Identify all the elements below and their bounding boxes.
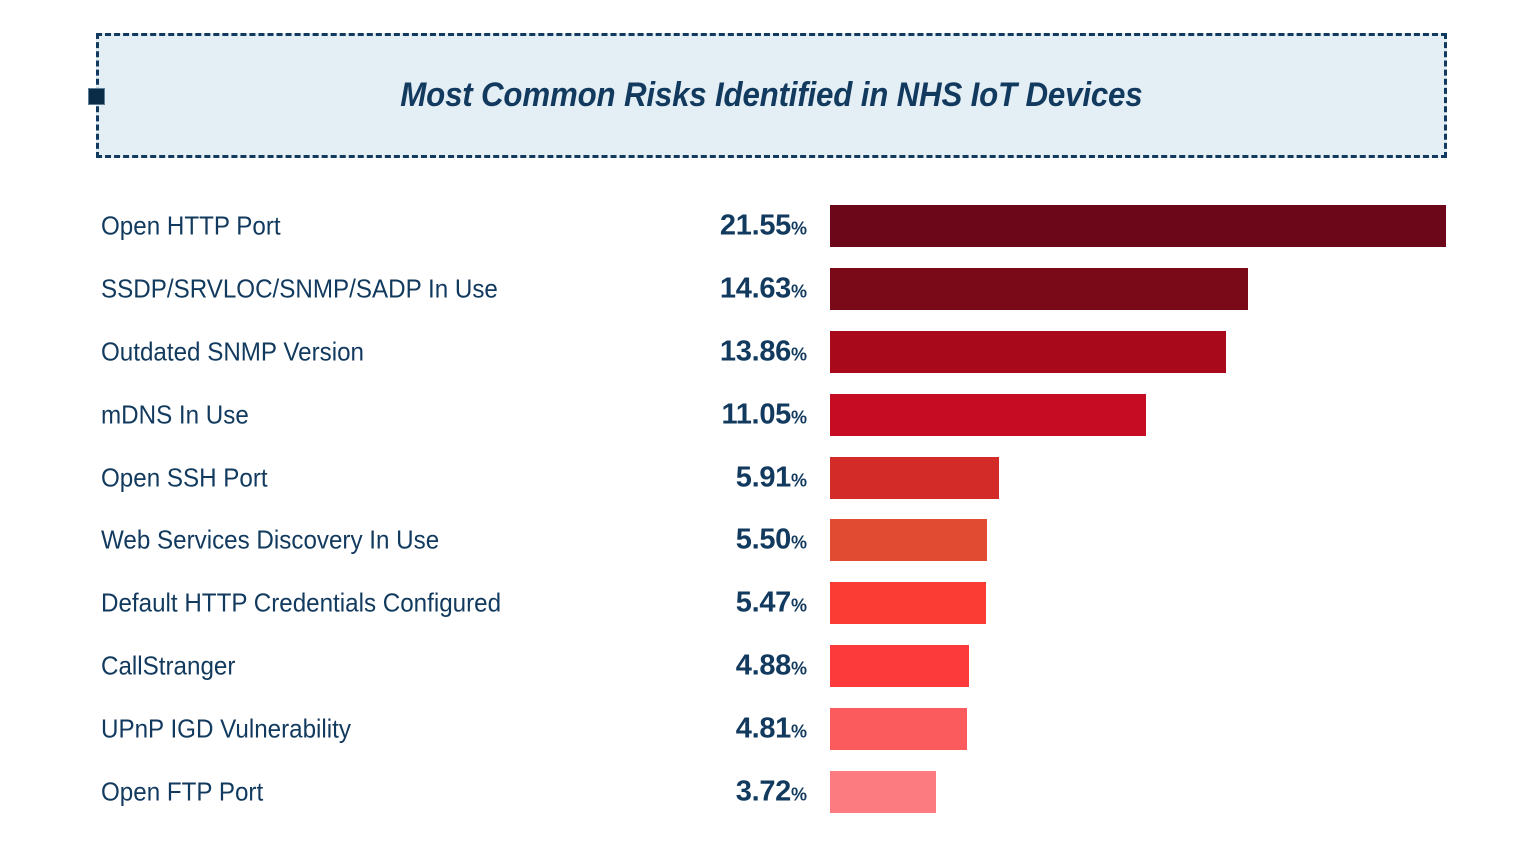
bar — [830, 393, 1146, 436]
chart-row: Default HTTP Credentials Configured 5.47% — [0, 572, 1536, 635]
chart-row: CallStranger 4.88% — [0, 635, 1536, 698]
chart-row: Web Services Discovery In Use 5.50% — [0, 509, 1536, 572]
bar-value-number: 3.72 — [735, 775, 792, 808]
bar-value-percent-sign: % — [790, 218, 807, 239]
bar-value-percent-sign: % — [790, 784, 807, 805]
bar — [830, 519, 988, 562]
bar-value-number: 11.05 — [721, 398, 792, 431]
bar-track — [830, 707, 1490, 750]
bar-category-label: Open SSH Port — [101, 462, 268, 493]
bar-value-number: 5.47 — [735, 586, 792, 619]
bar-value-label: 5.91% — [736, 461, 807, 494]
bar-value-label: 4.81% — [736, 712, 807, 745]
bar-track — [830, 330, 1490, 373]
bar-value-percent-sign: % — [790, 532, 807, 553]
bar — [830, 330, 1227, 373]
title-banner: Most Common Risks Identified in NHS IoT … — [96, 33, 1447, 158]
bar-track — [830, 393, 1490, 436]
bar-value-label: 21.55% — [720, 210, 807, 243]
bar-track — [830, 205, 1490, 248]
chart-row: UPnP IGD Vulnerability 4.81% — [0, 697, 1536, 760]
bar-track — [830, 456, 1490, 499]
bar-track — [830, 519, 1490, 562]
bar-value-percent-sign: % — [790, 595, 807, 616]
bar-value-number: 14.63 — [719, 272, 791, 305]
bar-value-label: 11.05% — [722, 398, 808, 431]
bar-category-label: Open FTP Port — [101, 776, 264, 807]
bar-value-percent-sign: % — [790, 344, 807, 365]
bar-value-percent-sign: % — [790, 721, 807, 742]
bar — [830, 268, 1249, 311]
chart-row: Open HTTP Port 21.55% — [0, 195, 1536, 258]
bar-category-label: SSDP/SRVLOC/SNMP/SADP In Use — [101, 273, 498, 304]
bar-track — [830, 644, 1490, 687]
bar-value-label: 13.86% — [720, 335, 807, 368]
chart-row: mDNS In Use 11.05% — [0, 383, 1536, 446]
bar — [830, 205, 1446, 248]
bar-category-label: Outdated SNMP Version — [101, 336, 365, 367]
bar-value-label: 3.72% — [736, 775, 807, 808]
bar-category-label: Default HTTP Credentials Configured — [101, 587, 502, 618]
bar-value-number: 5.91 — [735, 461, 792, 494]
chart-row: Outdated SNMP Version 13.86% — [0, 321, 1536, 384]
page-title: Most Common Risks Identified in NHS IoT … — [400, 76, 1143, 114]
bar-value-label: 4.88% — [736, 649, 807, 682]
bar-value-number: 4.81 — [735, 712, 792, 745]
bar-value-percent-sign: % — [790, 281, 807, 302]
resize-handle-left[interactable] — [88, 88, 105, 105]
bar-track — [830, 268, 1490, 311]
bar-value-percent-sign: % — [790, 407, 807, 428]
bar — [830, 456, 999, 499]
bar-value-number: 13.86 — [719, 335, 791, 368]
bar-value-number: 5.50 — [735, 523, 792, 556]
bar-category-label: Open HTTP Port — [101, 210, 281, 241]
bar-category-label: UPnP IGD Vulnerability — [101, 713, 351, 744]
bar-category-label: CallStranger — [101, 650, 236, 681]
bar-value-percent-sign: % — [790, 658, 807, 679]
bar-value-label: 5.47% — [736, 587, 807, 620]
bar — [830, 644, 970, 687]
chart-row: Open FTP Port 3.72% — [0, 760, 1536, 823]
chart-row: Open SSH Port 5.91% — [0, 446, 1536, 509]
bar-value-number: 4.88 — [735, 649, 792, 682]
bar-track — [830, 582, 1490, 625]
bar-value-number: 21.55 — [719, 209, 791, 242]
bar-value-percent-sign: % — [790, 470, 807, 491]
bar-value-label: 14.63% — [720, 273, 807, 306]
bar — [830, 582, 987, 625]
bar — [830, 770, 937, 813]
bar-track — [830, 770, 1490, 813]
bar-value-label: 5.50% — [736, 524, 807, 557]
bar-category-label: mDNS In Use — [101, 399, 249, 430]
bar — [830, 707, 968, 750]
bar-chart: Open HTTP Port 21.55% SSDP/SRVLOC/SNMP/SAD… — [0, 195, 1536, 823]
bar-category-label: Web Services Discovery In Use — [101, 524, 440, 555]
chart-row: SSDP/SRVLOC/SNMP/SADP In Use 14.63% — [0, 258, 1536, 321]
